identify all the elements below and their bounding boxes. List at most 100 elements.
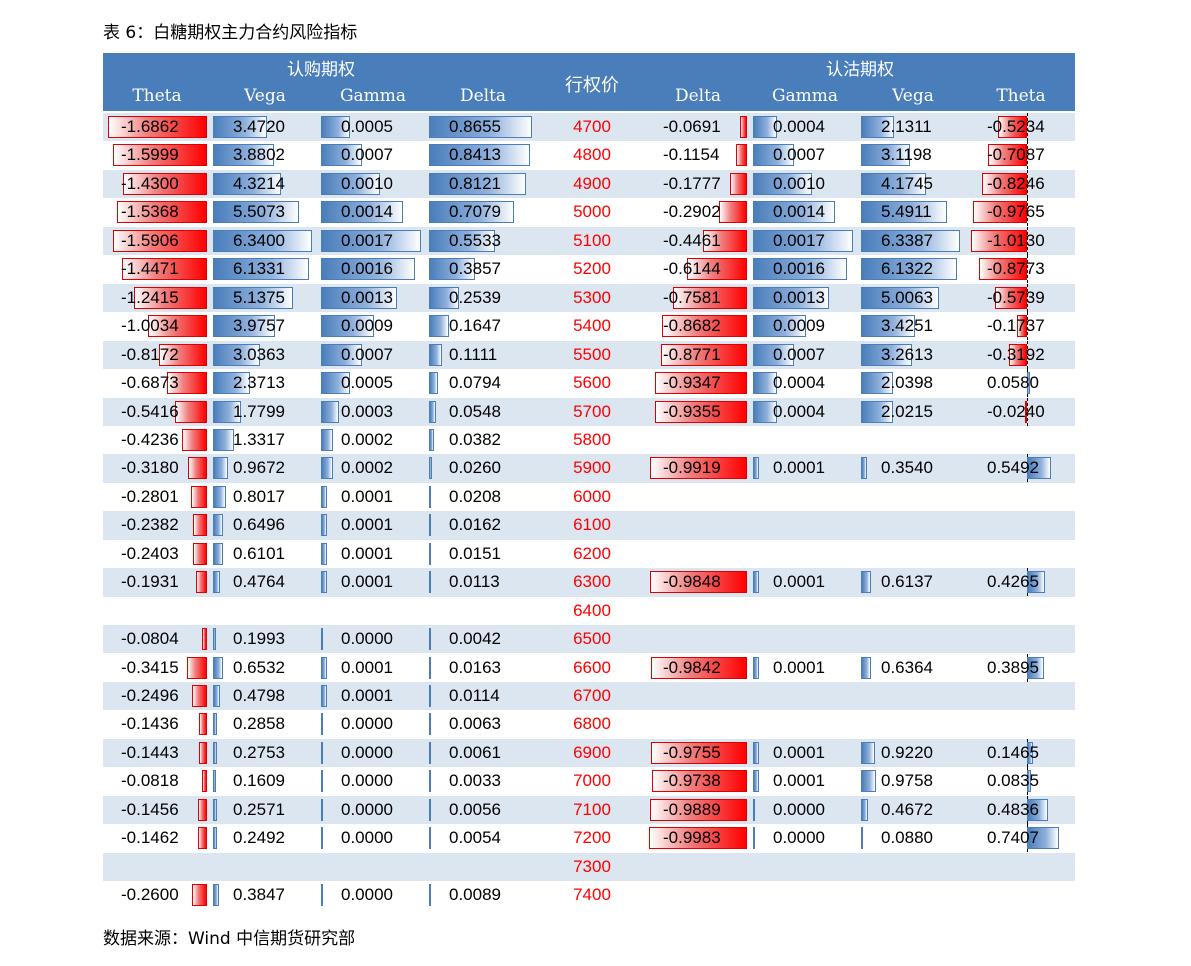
data-bar: [753, 457, 759, 480]
data-bar: [321, 343, 363, 366]
data-bar: [1027, 656, 1044, 679]
table-row: 7300: [103, 852, 1075, 882]
data-bar: [753, 229, 853, 252]
c-gamma-cell: 0.0005: [341, 117, 393, 136]
c-gamma-cell: 0.0005: [341, 373, 393, 393]
data-bar: [321, 514, 327, 537]
p-delta-cell: -0.7581: [663, 287, 721, 307]
data-bar: [198, 713, 207, 736]
data-bar: [649, 827, 747, 850]
data-bar: [429, 741, 431, 764]
c-theta-cell: -0.5416: [121, 401, 179, 421]
p-theta-cell: 0.4265: [987, 572, 1039, 592]
data-bar: [429, 685, 431, 707]
data-bar: [321, 201, 404, 224]
p-vega-cell: 2.0215: [881, 401, 933, 421]
data-bar: [650, 656, 747, 679]
c-theta-cell: -1.4300: [121, 173, 179, 193]
data-bar: [321, 884, 323, 907]
p-gamma-cell: 0.0007: [773, 344, 825, 364]
c-theta-cell: -0.4236: [121, 429, 179, 449]
data-bar: [429, 315, 449, 338]
data-bar: [1027, 741, 1034, 764]
table-row: 7200 -0.1462 0.2492 0.0000 0.0054 -0.9983 0.00…: [103, 824, 1075, 853]
c-vega-cell: 0.9672: [233, 458, 285, 478]
table-row: 5500 -0.8172 3.0363 0.0007 0.1111 -0.8771 0.00…: [103, 340, 1075, 369]
c-theta-cell: -0.0804: [121, 629, 179, 649]
data-bar: [703, 229, 747, 252]
strike-cell: 5800: [573, 429, 611, 449]
data-bar: [213, 542, 223, 565]
data-bar: [429, 201, 514, 224]
c-delta-cell: 0.1647: [449, 316, 501, 336]
data-bar: [213, 827, 217, 850]
data-bar: [861, 798, 869, 821]
p-delta-cell: -0.0691: [663, 117, 721, 136]
p-gamma-cell: 0.0001: [773, 458, 825, 478]
c-delta-cell: 0.0162: [449, 515, 501, 535]
p-theta-cell: 0.1465: [987, 742, 1039, 762]
table-row: 5200 -1.4471 6.1331 0.0016 0.3857 -0.6144 0.00…: [103, 255, 1075, 284]
p-theta-cell: -0.5739: [987, 287, 1045, 307]
c-gamma-cell: 0.0000: [341, 629, 393, 649]
c-gamma-cell: 0.0001: [341, 572, 393, 592]
data-bar: [116, 201, 207, 224]
zero-axis: [1027, 226, 1028, 255]
table-title: 表 6：白糖期权主力合约风险指标: [103, 23, 358, 43]
strike-cell: 6800: [573, 714, 611, 734]
data-bar: [861, 286, 940, 309]
c-delta-cell: 0.8413: [449, 145, 501, 165]
data-bar: [321, 172, 380, 195]
strike-cell: 4700: [573, 117, 611, 136]
data-bar: [861, 315, 915, 338]
data-bar: [321, 457, 333, 480]
c-vega-cell: 3.8802: [233, 145, 285, 165]
data-bar: [429, 542, 431, 565]
p-vega-cell: 2.1311: [881, 117, 932, 136]
data-bar: [321, 372, 351, 395]
data-bar: [429, 144, 530, 167]
data-bar: [753, 571, 759, 594]
data-bar: [718, 201, 747, 224]
p-theta-cell: -0.0240: [987, 401, 1045, 421]
data-bar: [213, 685, 221, 707]
data-bar: [213, 286, 294, 309]
c-theta-cell: -0.3415: [121, 657, 179, 677]
c-gamma-cell: 0.0000: [341, 885, 393, 905]
strike-cell: 7100: [573, 799, 611, 819]
c-delta-cell: 0.0260: [449, 458, 501, 478]
data-bar: [429, 343, 443, 366]
data-bar: [429, 428, 434, 451]
data-bar: [861, 201, 947, 224]
data-bar: [429, 656, 431, 679]
data-bar: [112, 144, 207, 167]
c-delta-cell: 0.0056: [449, 799, 501, 819]
data-bar: [651, 770, 747, 793]
c-vega-cell: 0.1609: [233, 771, 285, 791]
data-bar: [213, 229, 313, 252]
data-bar: [650, 798, 747, 821]
data-bar: [213, 372, 251, 395]
table-row: 6800 -0.1436 0.2858 0.0000 0.0063: [103, 710, 1075, 738]
data-bar: [202, 770, 207, 793]
strike-cell: 5000: [573, 202, 611, 222]
c-delta-cell: 0.2539: [449, 287, 501, 307]
c-theta-cell: -0.1462: [121, 828, 179, 848]
data-bar: [1027, 798, 1048, 821]
c-vega-cell: 0.2753: [233, 742, 285, 762]
strike-cell: 5400: [573, 316, 611, 336]
data-bar: [661, 343, 747, 366]
data-bar: [429, 485, 432, 508]
table-row: 5000 -1.5368 5.5073 0.0014 0.7079 -0.2902 0.00…: [103, 198, 1075, 227]
data-bar: [686, 258, 747, 281]
c-gamma-cell: 0.0000: [341, 799, 393, 819]
c-theta-cell: -1.2415: [121, 287, 179, 307]
strike-cell: 6200: [573, 543, 611, 563]
table-header: [103, 53, 1075, 111]
zero-axis: [1027, 397, 1028, 426]
c-delta-cell: 0.0382: [449, 429, 501, 449]
p-gamma-cell: 0.0016: [773, 259, 825, 279]
c-delta-cell: 0.0061: [449, 742, 501, 762]
data-bar: [429, 827, 431, 850]
p-theta-cell: -0.9765: [987, 202, 1045, 222]
